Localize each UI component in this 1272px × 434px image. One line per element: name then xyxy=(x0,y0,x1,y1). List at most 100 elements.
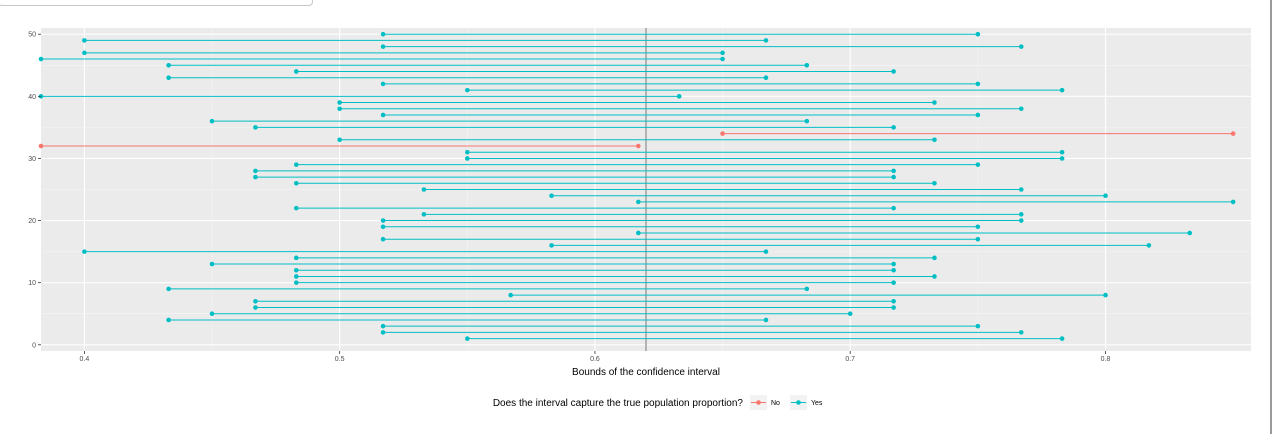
interval-45 xyxy=(166,62,810,68)
interval-21 xyxy=(421,212,1024,217)
x-axis-title: Bounds of the confidence interval xyxy=(572,367,720,378)
interval-lower-point xyxy=(380,44,386,49)
interval-lower-point xyxy=(209,118,215,124)
interval-lower-point xyxy=(380,330,386,335)
interval-32 xyxy=(38,143,641,149)
interval-49 xyxy=(82,38,769,43)
interval-lower-point xyxy=(293,162,299,167)
interval-upper-point xyxy=(1103,292,1108,298)
interval-46 xyxy=(38,56,725,62)
interval-35 xyxy=(253,125,896,130)
interval-lower-point xyxy=(209,311,215,317)
interval-20 xyxy=(380,218,1024,223)
y-tick-label: 30 xyxy=(28,156,36,163)
interval-42 xyxy=(380,81,981,87)
y-tick-label: 10 xyxy=(28,280,36,287)
interval-upper-point xyxy=(891,168,896,174)
interval-lower-point xyxy=(293,280,299,285)
interval-4 xyxy=(166,317,769,323)
interval-upper-point xyxy=(891,299,896,304)
interval-upper-point xyxy=(975,81,981,87)
interval-upper-point xyxy=(1187,230,1193,236)
interval-18 xyxy=(636,230,1193,236)
interval-upper-point xyxy=(932,180,937,186)
interval-lower-point xyxy=(380,31,386,37)
legend-title: Does the interval capture the true popul… xyxy=(493,398,744,409)
interval-lower-point xyxy=(82,38,87,43)
interval-lower-point xyxy=(337,100,342,105)
interval-lower-point xyxy=(720,131,725,136)
interval-lower-point xyxy=(209,261,215,267)
interval-lower-point xyxy=(253,125,258,130)
x-axis-ticks: 0.4 0.5 0.6 0.7 0.8 xyxy=(80,351,1111,363)
interval-upper-point xyxy=(1059,87,1065,93)
y-tick-label: 0 xyxy=(32,342,36,349)
interval-lower-point xyxy=(465,336,470,341)
interval-upper-point xyxy=(975,236,981,242)
interval-lower-point xyxy=(465,156,470,161)
intervals xyxy=(38,31,1236,341)
interval-upper-point xyxy=(804,118,810,124)
y-axis-ticks: 0 10 20 30 40 50 xyxy=(28,32,41,349)
interval-upper-point xyxy=(1059,156,1065,161)
interval-lower-point xyxy=(380,81,386,87)
interval-lower-point xyxy=(465,87,470,93)
interval-8 xyxy=(508,292,1108,298)
interval-11 xyxy=(293,274,937,279)
legend-point xyxy=(796,400,801,405)
interval-37 xyxy=(380,112,981,118)
interval-3 xyxy=(380,323,981,329)
interval-upper-point xyxy=(891,125,896,130)
x-tick-label: 0.8 xyxy=(1101,356,1111,363)
interval-upper-point xyxy=(975,323,981,329)
interval-25 xyxy=(421,187,1024,192)
interval-14 xyxy=(293,255,937,261)
legend-label: No xyxy=(771,400,780,407)
interval-lower-point xyxy=(253,299,258,304)
interval-lower-point xyxy=(253,168,258,174)
interval-lower-point xyxy=(380,236,386,242)
interval-lower-point xyxy=(38,143,44,149)
interval-upper-point xyxy=(720,50,725,56)
interval-upper-point xyxy=(932,100,937,105)
interval-upper-point xyxy=(676,94,682,99)
interval-47 xyxy=(82,50,725,56)
interval-28 xyxy=(253,168,896,174)
interval-lower-point xyxy=(293,69,299,74)
interval-15 xyxy=(82,249,769,254)
interval-upper-point xyxy=(891,267,896,273)
interval-lower-point xyxy=(380,218,386,223)
top-input-box xyxy=(0,0,313,6)
interval-lower-point xyxy=(293,205,299,211)
interval-lower-point xyxy=(380,323,386,329)
interval-48 xyxy=(380,44,1024,49)
y-tick-label: 40 xyxy=(28,94,36,101)
interval-lower-point xyxy=(421,187,427,192)
interval-34 xyxy=(720,131,1236,136)
interval-upper-point xyxy=(720,56,725,62)
interval-2 xyxy=(380,330,1024,335)
interval-27 xyxy=(253,174,896,180)
interval-upper-point xyxy=(804,286,810,292)
interval-6 xyxy=(253,305,896,310)
interval-upper-point xyxy=(932,274,937,279)
x-tick-label: 0.6 xyxy=(590,356,600,363)
interval-lower-point xyxy=(166,286,171,292)
interval-13 xyxy=(209,261,896,267)
interval-upper-point xyxy=(891,174,896,180)
interval-30 xyxy=(465,156,1065,161)
legend: Does the interval capture the true popul… xyxy=(493,395,823,410)
interval-upper-point xyxy=(891,280,896,285)
interval-41 xyxy=(465,87,1065,93)
interval-23 xyxy=(636,199,1236,205)
interval-upper-point xyxy=(891,261,896,267)
interval-lower-point xyxy=(166,75,171,80)
interval-upper-point xyxy=(975,31,981,37)
interval-upper-point xyxy=(636,143,641,149)
interval-lower-point xyxy=(293,255,299,261)
interval-upper-point xyxy=(1059,336,1065,341)
interval-lower-point xyxy=(293,274,299,279)
interval-lower-point xyxy=(293,267,299,273)
interval-upper-point xyxy=(763,38,769,43)
interval-upper-point xyxy=(763,249,769,254)
